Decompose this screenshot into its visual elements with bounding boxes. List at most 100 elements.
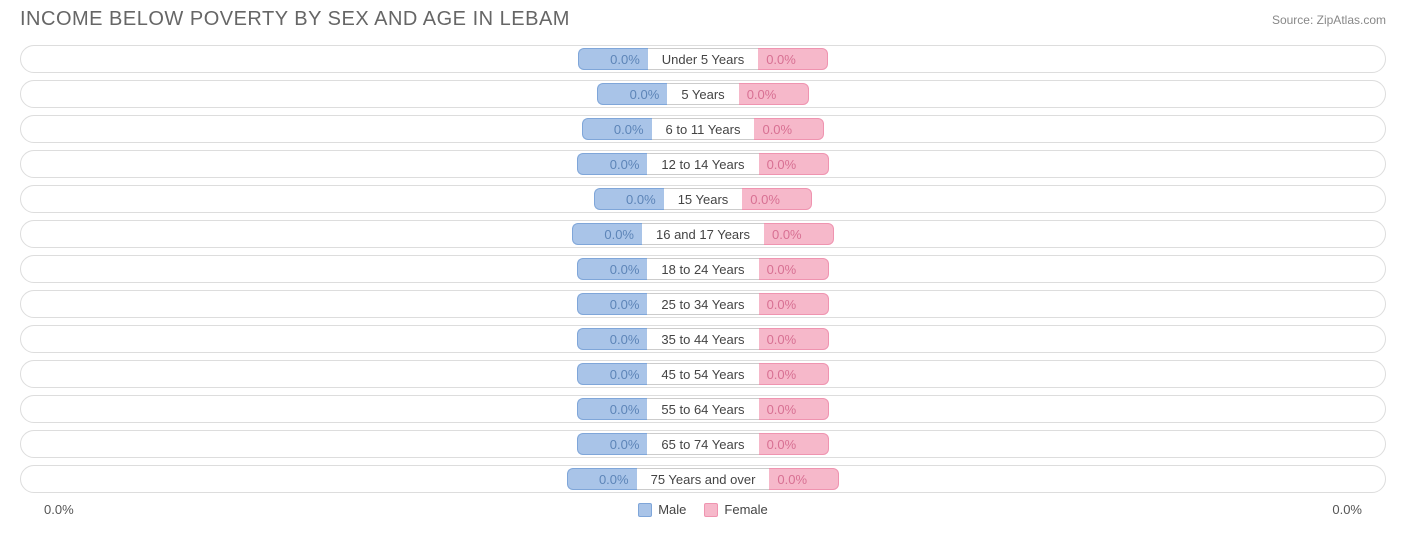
legend-swatch-female	[704, 503, 718, 517]
source-name: ZipAtlas.com	[1317, 13, 1386, 27]
male-value: 0.0%	[610, 332, 640, 347]
row-label: 16 and 17 Years	[642, 223, 764, 245]
male-segment: 0.0%	[577, 153, 647, 175]
female-segment: 0.0%	[759, 328, 829, 350]
male-value: 0.0%	[610, 297, 640, 312]
chart-row: 0.0% 18 to 24 Years 0.0%	[20, 255, 1386, 283]
row-label-text: 35 to 44 Years	[661, 332, 744, 347]
female-value: 0.0%	[762, 122, 792, 137]
male-value: 0.0%	[610, 52, 640, 67]
row-label-text: 75 Years and over	[651, 472, 756, 487]
legend: Male Female	[20, 500, 1386, 517]
chart-row: 0.0% 6 to 11 Years 0.0%	[20, 115, 1386, 143]
row-center-group: 0.0% 45 to 54 Years 0.0%	[577, 361, 828, 387]
chart-row: 0.0% 25 to 34 Years 0.0%	[20, 290, 1386, 318]
female-value: 0.0%	[767, 297, 797, 312]
row-label-text: Under 5 Years	[662, 52, 744, 67]
male-segment: 0.0%	[567, 468, 637, 490]
row-center-group: 0.0% 16 and 17 Years 0.0%	[572, 221, 834, 247]
row-label-text: 55 to 64 Years	[661, 402, 744, 417]
row-label-text: 15 Years	[678, 192, 729, 207]
female-value: 0.0%	[767, 332, 797, 347]
row-center-group: 0.0% 5 Years 0.0%	[597, 81, 808, 107]
chart-row: 0.0% 55 to 64 Years 0.0%	[20, 395, 1386, 423]
female-segment: 0.0%	[742, 188, 812, 210]
male-value: 0.0%	[614, 122, 644, 137]
source-prefix: Source:	[1272, 13, 1317, 27]
female-segment: 0.0%	[739, 83, 809, 105]
female-value: 0.0%	[767, 402, 797, 417]
row-center-group: 0.0% 35 to 44 Years 0.0%	[577, 326, 828, 352]
male-segment: 0.0%	[577, 328, 647, 350]
row-label-text: 12 to 14 Years	[661, 157, 744, 172]
female-segment: 0.0%	[759, 433, 829, 455]
female-value: 0.0%	[767, 437, 797, 452]
male-value: 0.0%	[610, 262, 640, 277]
female-value: 0.0%	[767, 367, 797, 382]
chart-row: 0.0% 65 to 74 Years 0.0%	[20, 430, 1386, 458]
row-label: 12 to 14 Years	[647, 153, 758, 175]
chart-row: 0.0% 35 to 44 Years 0.0%	[20, 325, 1386, 353]
legend-label-female: Female	[724, 502, 767, 517]
female-value: 0.0%	[767, 262, 797, 277]
male-segment: 0.0%	[577, 293, 647, 315]
male-value: 0.0%	[610, 367, 640, 382]
female-value: 0.0%	[766, 52, 796, 67]
male-value: 0.0%	[610, 402, 640, 417]
row-label: 75 Years and over	[637, 468, 770, 490]
row-label-text: 5 Years	[681, 87, 724, 102]
rows-container: 0.0%Under 5 Years0.0%0.0%5 Years0.0%0.0%…	[20, 45, 1386, 493]
male-segment: 0.0%	[597, 83, 667, 105]
row-center-group: 0.0% 75 Years and over 0.0%	[567, 466, 840, 492]
male-value: 0.0%	[599, 472, 629, 487]
male-value: 0.0%	[610, 437, 640, 452]
chart-row: 0.0% 5 Years 0.0%	[20, 80, 1386, 108]
male-segment: 0.0%	[594, 188, 664, 210]
legend-item-female: Female	[704, 502, 767, 517]
row-label: 5 Years	[667, 83, 738, 105]
male-segment: 0.0%	[577, 258, 647, 280]
male-segment: 0.0%	[577, 398, 647, 420]
female-value: 0.0%	[772, 227, 802, 242]
row-label-text: 16 and 17 Years	[656, 227, 750, 242]
female-value: 0.0%	[750, 192, 780, 207]
chart-row: 0.0% Under 5 Years 0.0%	[20, 45, 1386, 73]
row-label-text: 45 to 54 Years	[661, 367, 744, 382]
row-label: 15 Years	[664, 188, 743, 210]
chart-header: INCOME BELOW POVERTY BY SEX AND AGE IN L…	[0, 0, 1406, 35]
row-center-group: 0.0%12 to 14 Years0.0%	[577, 151, 828, 177]
chart-title: INCOME BELOW POVERTY BY SEX AND AGE IN L…	[20, 8, 570, 31]
chart-area: 0.0%Under 5 Years0.0%0.0%5 Years0.0%0.0%…	[0, 35, 1406, 517]
female-segment: 0.0%	[754, 118, 824, 140]
row-label: 18 to 24 Years	[647, 258, 758, 280]
legend-swatch-male	[638, 503, 652, 517]
row-center-group: 0.0% 25 to 34 Years 0.0%	[577, 291, 828, 317]
row-label: 55 to 64 Years	[647, 398, 758, 420]
female-segment: 0.0%	[759, 293, 829, 315]
male-segment: 0.0%	[577, 363, 647, 385]
row-label-text: 18 to 24 Years	[661, 262, 744, 277]
row-label-text: 25 to 34 Years	[661, 297, 744, 312]
male-segment: 0.0%	[582, 118, 652, 140]
row-center-group: 0.0% 18 to 24 Years 0.0%	[577, 256, 828, 282]
chart-row: 0.0% 75 Years and over 0.0%	[20, 465, 1386, 493]
female-segment: 0.0%	[758, 48, 828, 70]
female-segment: 0.0%	[769, 468, 839, 490]
male-value: 0.0%	[630, 87, 660, 102]
legend-label-male: Male	[658, 502, 686, 517]
row-label: 45 to 54 Years	[647, 363, 758, 385]
male-segment: 0.0%	[572, 223, 642, 245]
row-center-group: 0.0% 55 to 64 Years 0.0%	[577, 396, 828, 422]
female-segment: 0.0%	[764, 223, 834, 245]
row-center-group: 0.0% 65 to 74 Years 0.0%	[577, 431, 828, 457]
female-value: 0.0%	[747, 87, 777, 102]
chart-row: 0.0%12 to 14 Years0.0%	[20, 150, 1386, 178]
row-label: Under 5 Years	[648, 48, 758, 70]
chart-footer: 0.0% 0.0% Male Female	[20, 500, 1386, 517]
male-value: 0.0%	[610, 157, 640, 172]
row-center-group: 0.0% 6 to 11 Years 0.0%	[582, 116, 825, 142]
row-label: 35 to 44 Years	[647, 328, 758, 350]
female-segment: 0.0%	[759, 363, 829, 385]
row-label: 65 to 74 Years	[647, 433, 758, 455]
row-label: 6 to 11 Years	[652, 118, 755, 140]
